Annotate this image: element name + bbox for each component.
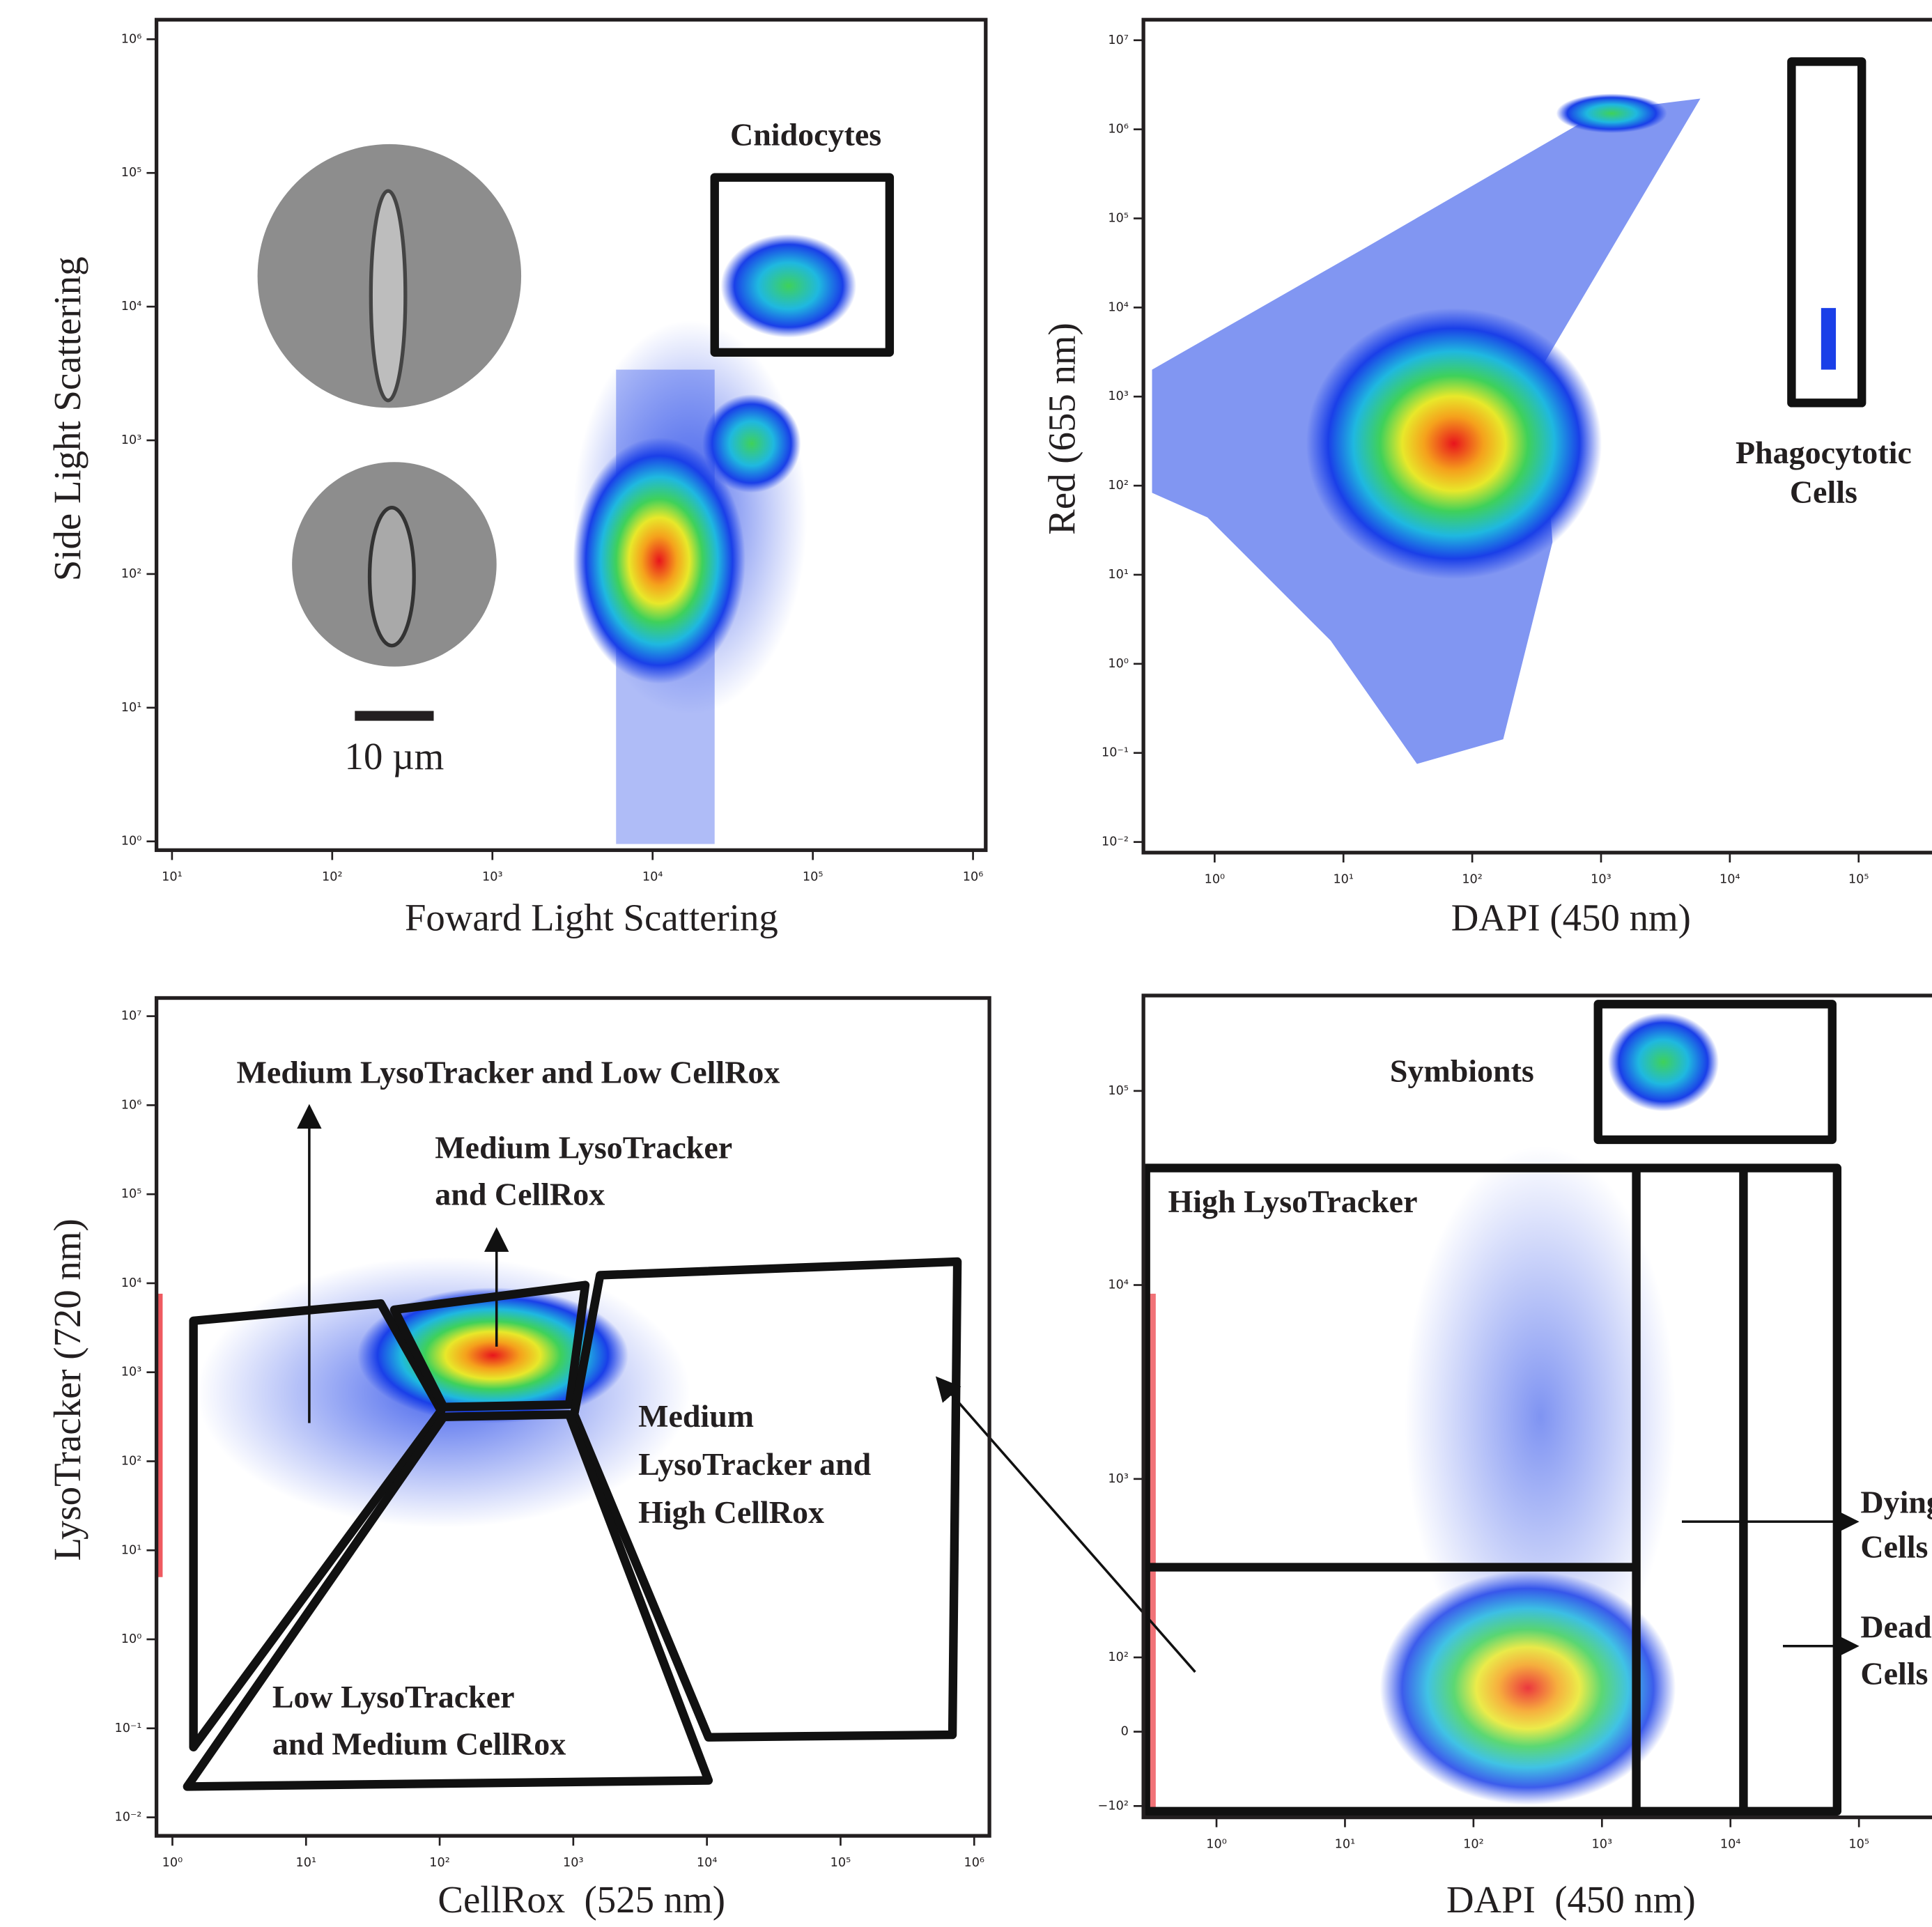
- y-tick-label: 10⁻²: [1102, 835, 1129, 849]
- density-cloud: [721, 234, 857, 338]
- y-tick-label: 10⁵: [121, 166, 142, 180]
- y-tick-label: 10³: [1108, 1472, 1129, 1486]
- x-axis-label: Foward Light Scattering: [405, 896, 778, 938]
- y-tick-label: 10⁴: [1108, 1278, 1129, 1292]
- y-tick-label: 10³: [1108, 389, 1129, 403]
- x-tick-label: 10¹: [1335, 1838, 1356, 1852]
- y-tick-label: 10⁶: [121, 1098, 142, 1112]
- x-tick-label: 10¹: [162, 870, 183, 884]
- density-cloud: [1380, 1571, 1676, 1805]
- x-tick-label: 10⁵: [1848, 873, 1869, 887]
- y-tick-label: 10²: [1108, 1650, 1129, 1664]
- figure: 10¹ 10² 10³ 10⁴ 10⁵ 10⁶ 10⁰ 10¹ 10² 10³ 10⁴ 10⁵ 10⁶ F…: [0, 0, 1932, 1927]
- y-tick-label: 10⁴: [1108, 300, 1129, 314]
- x-tick-label: 10³: [563, 1856, 584, 1870]
- x-axis-label: DAPI (450 nm): [1446, 1878, 1696, 1921]
- annotation: Symbionts: [1390, 1053, 1534, 1089]
- annotation: Medium LysoTracker and Low CellRox: [237, 1054, 780, 1090]
- x-tick-label: 10⁵: [803, 870, 824, 884]
- y-tick-label: 10⁵: [121, 1187, 142, 1201]
- x-tick-label: 10⁴: [642, 870, 663, 884]
- x-tick-label: 10⁴: [1720, 1838, 1741, 1852]
- arrow: [939, 1380, 1196, 1672]
- x-tick-label: 10⁴: [697, 1856, 718, 1870]
- y-tick-label: 10³: [121, 1365, 142, 1379]
- cell: [371, 191, 405, 401]
- y-tick-label: 10⁵: [1108, 212, 1129, 226]
- annotation: Cells: [1860, 1656, 1928, 1692]
- annotation: Cells: [1790, 474, 1857, 510]
- y-tick-label: 10⁶: [121, 32, 142, 46]
- x-tick-label: 10¹: [295, 1856, 316, 1870]
- x-tick-label: 10²: [322, 870, 343, 884]
- x-tick-label: 10³: [1592, 1838, 1613, 1852]
- y-axis-label: Red (655 nm): [1040, 323, 1083, 534]
- y-tick-label: 10²: [121, 1454, 142, 1468]
- y-axis-label: Side Light Scattering: [46, 256, 88, 581]
- x-tick-label: 10⁵: [1848, 1838, 1869, 1852]
- annotation: Dying: [1860, 1485, 1932, 1520]
- density-cloud: [1306, 308, 1602, 579]
- annotation: Dead: [1860, 1609, 1932, 1644]
- y-tick-label: 10⁵: [1108, 1084, 1129, 1098]
- x-tick-label: 10⁶: [963, 870, 984, 884]
- x-tick-label: 10⁶: [964, 1856, 984, 1870]
- x-tick-label: 10³: [1591, 873, 1612, 887]
- y-tick-label: 10¹: [121, 1543, 142, 1557]
- annotation: Medium: [638, 1398, 754, 1434]
- y-tick-label: 0: [1121, 1725, 1129, 1739]
- y-tick-label: 10⁰: [121, 835, 142, 849]
- y-tick-label: 10⁷: [1108, 33, 1129, 47]
- y-tick-label: 10⁷: [121, 1009, 142, 1023]
- y-tick-label: 10⁶: [1108, 123, 1129, 137]
- annotation: High CellRox: [638, 1494, 824, 1530]
- annotation: Phagocytotic: [1736, 435, 1912, 470]
- x-tick-label: 10²: [1463, 1838, 1484, 1852]
- y-tick-label: 10³: [121, 433, 142, 447]
- density-cloud: [1556, 93, 1667, 133]
- y-tick-label: −10²: [1098, 1799, 1129, 1813]
- x-tick-label: 10⁵: [830, 1856, 851, 1870]
- x-axis-label: DAPI (450 nm): [1451, 896, 1691, 938]
- annotation: and CellRox: [435, 1177, 605, 1212]
- x-tick-label: 10¹: [1333, 873, 1354, 887]
- annotation: Cnidocytes: [730, 117, 881, 153]
- y-tick-label: 10⁻²: [114, 1811, 141, 1825]
- micrographs: [258, 144, 521, 721]
- density-cloud: [1821, 308, 1836, 369]
- x-tick-label: 10⁰: [1205, 873, 1226, 887]
- annotation: Low LysoTracker: [272, 1679, 515, 1715]
- x-tick-label: 10⁰: [1206, 1838, 1227, 1852]
- annotation: and Medium CellRox: [272, 1726, 566, 1761]
- scale-bar: [355, 711, 433, 720]
- density-cloud: [157, 1294, 162, 1577]
- y-axis-label: LysoTracker (720 nm): [46, 1218, 88, 1561]
- x-tick-label: 10³: [482, 870, 503, 884]
- density-cloud: [1608, 1013, 1719, 1111]
- annotation: Medium LysoTracker: [435, 1129, 732, 1165]
- y-tick-label: 10⁴: [121, 300, 142, 314]
- y-tick-label: 10⁻¹: [114, 1721, 141, 1735]
- y-tick-label: 10¹: [1108, 568, 1129, 582]
- y-tick-label: 10²: [121, 567, 142, 581]
- y-tick-label: 10¹: [121, 701, 142, 715]
- x-tick-label: 10⁰: [162, 1856, 183, 1870]
- y-tick-label: 10²: [1108, 479, 1129, 493]
- x-axis-label: CellRox (525 nm): [438, 1878, 725, 1921]
- x-tick-label: 10⁴: [1720, 873, 1740, 887]
- cell: [370, 508, 415, 646]
- annotation: Cells: [1860, 1529, 1928, 1564]
- density-cloud: [702, 394, 801, 493]
- annotation: 10 µm: [345, 735, 445, 777]
- y-tick-label: 10⁰: [121, 1632, 142, 1646]
- annotation: LysoTracker and: [638, 1446, 872, 1482]
- y-tick-label: 10⁰: [1108, 657, 1129, 671]
- y-tick-label: 10⁻¹: [1102, 746, 1129, 760]
- annotation: High LysoTracker: [1168, 1184, 1418, 1219]
- y-tick-label: 10⁴: [121, 1276, 142, 1290]
- x-tick-label: 10²: [429, 1856, 450, 1870]
- x-tick-label: 10²: [1462, 873, 1483, 887]
